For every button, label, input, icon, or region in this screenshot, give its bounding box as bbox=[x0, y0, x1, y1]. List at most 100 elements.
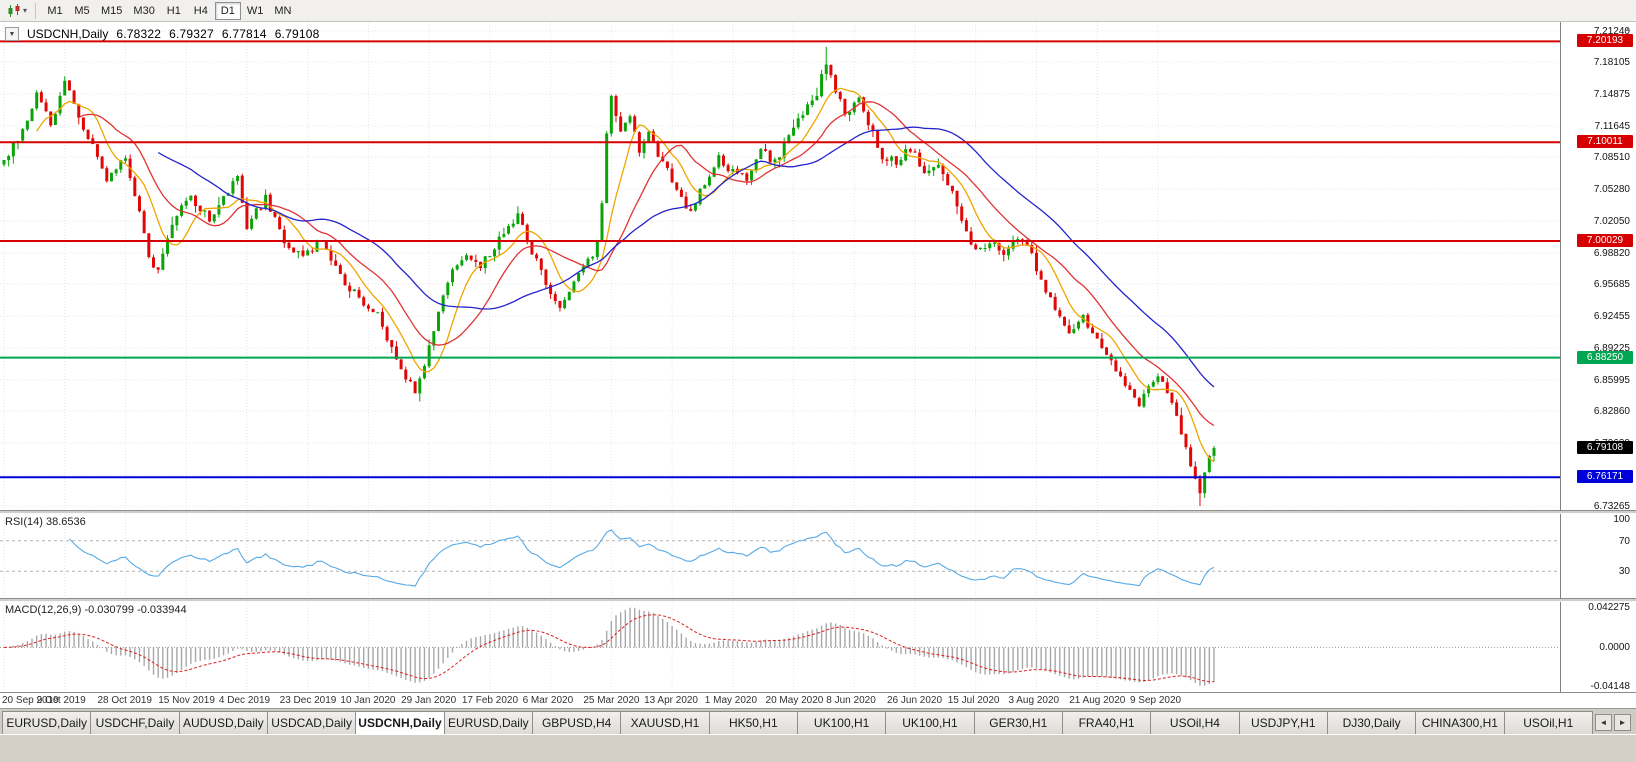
high-price: 6.79327 bbox=[169, 27, 214, 41]
one-click-trading-toggle-icon[interactable]: ▼ bbox=[5, 27, 19, 41]
rsi-axis-label: 30 bbox=[1618, 566, 1630, 578]
timeframe-toolbar: ▾ M1 M5 M15 M30 H1 H4 D1 W1 MN bbox=[0, 0, 1636, 22]
chart-tab-2[interactable]: AUDUSD,Daily bbox=[178, 711, 268, 734]
macd-panel[interactable]: MACD(12,26,9) -0.030799 -0.033944 0.0422… bbox=[0, 602, 1636, 692]
macd-axis-label: 0.042275 bbox=[1588, 602, 1630, 613]
panel-divider[interactable] bbox=[0, 598, 1636, 602]
chart-tab-6[interactable]: GBPUSD,H4 bbox=[531, 711, 622, 734]
chart-tab-0[interactable]: EURUSD,Daily bbox=[2, 711, 92, 734]
tab-scroll-controls: ◄ ► bbox=[1592, 711, 1634, 734]
rsi-canvas[interactable] bbox=[0, 514, 1636, 598]
price-axis-label: 7.08510 bbox=[1593, 152, 1630, 164]
chevron-down-icon: ▾ bbox=[23, 5, 28, 15]
timeframe-button-h1[interactable]: H1 bbox=[166, 4, 181, 17]
chart-tab-13[interactable]: USOil,H4 bbox=[1150, 711, 1240, 734]
chart-tab-5[interactable]: EURUSD,Daily bbox=[443, 711, 533, 734]
price-axis-label: 6.92455 bbox=[1593, 311, 1630, 322]
timeframe-button-m15[interactable]: M15 bbox=[101, 4, 123, 17]
price-chart-panel[interactable]: 7.21240 7.18105 7.14875 7.11645 7.08510 7.052… bbox=[0, 22, 1636, 510]
resistance-mid-price-tag: 7.10011 bbox=[1577, 135, 1633, 149]
chart-tab-1[interactable]: USDCHF,Daily bbox=[90, 711, 180, 734]
price-axis-label: 7.21240 bbox=[1593, 26, 1630, 37]
date-axis-label: 13 Apr 2020 bbox=[644, 695, 698, 706]
macd-axis-label: 0.0000 bbox=[1599, 642, 1630, 654]
rsi-axis-label: 100 bbox=[1613, 514, 1630, 525]
rsi-line bbox=[69, 529, 1215, 587]
macd-signal-line bbox=[3, 614, 1215, 683]
price-axis-label: 7.05280 bbox=[1593, 184, 1630, 196]
scroll-up-icon[interactable]: ▲ bbox=[1624, 24, 1632, 33]
chart-tab-9[interactable]: UK100,H1 bbox=[796, 711, 887, 734]
chart-tab-10[interactable]: UK100,H1 bbox=[885, 711, 975, 734]
chart-tab-bar: EURUSD,Daily USDCHF,Daily AUDUSD,Daily USDC… bbox=[0, 708, 1636, 734]
chart-tab-12[interactable]: FRA40,H1 bbox=[1061, 711, 1152, 734]
chart-tab-16[interactable]: CHINA300,H1 bbox=[1415, 711, 1505, 734]
chart-tab-11[interactable]: GER30,H1 bbox=[973, 711, 1063, 734]
date-axis-label: 20 May 2020 bbox=[765, 695, 824, 706]
ma-fast-line bbox=[36, 87, 1215, 463]
macd-axis[interactable]: 0.042275 0.0000 -0.04148 bbox=[0, 602, 1636, 692]
chart-window: 7.21240 7.18105 7.14875 7.11645 7.08510 7.052… bbox=[0, 22, 1636, 708]
moving-averages-layer bbox=[36, 87, 1215, 463]
chart-tab-14[interactable]: USDJPY,H1 bbox=[1238, 711, 1328, 734]
date-axis-label: 20 Sep 2019 bbox=[2, 695, 59, 706]
chart-tab-7[interactable]: XAUUSD,H1 bbox=[620, 711, 710, 734]
chart-tabs: EURUSD,Daily USDCHF,Daily AUDUSD,Daily USDC… bbox=[2, 711, 1593, 734]
ma-medium-line bbox=[78, 101, 1215, 427]
candlestick-chart-icon bbox=[8, 3, 20, 17]
price-axis-label: 6.98820 bbox=[1593, 247, 1630, 259]
open-price: 6.78322 bbox=[116, 27, 162, 41]
rsi-axis[interactable]: 100 70 30 bbox=[0, 514, 1636, 598]
candles-layer bbox=[2, 46, 1216, 506]
chart-tab-15[interactable]: DJ30,Daily bbox=[1326, 711, 1417, 734]
tabs-scroll-left-button[interactable]: ◄ bbox=[1595, 714, 1612, 731]
price-axis[interactable]: 7.21240 7.18105 7.14875 7.11645 7.08510 7.052… bbox=[0, 22, 1636, 510]
date-axis-label: 8 Jun 2020 bbox=[826, 695, 876, 706]
price-axis-label: 7.02050 bbox=[1593, 216, 1630, 227]
macd-axis-label: -0.04148 bbox=[1590, 681, 1630, 692]
price-axis-label: 7.18105 bbox=[1593, 57, 1630, 69]
price-chart-canvas[interactable] bbox=[0, 22, 1636, 510]
date-axis-label: 25 Mar 2020 bbox=[583, 695, 640, 706]
rsi-axis-label: 70 bbox=[1618, 535, 1630, 547]
tabs-scroll-right-button[interactable]: ► bbox=[1614, 714, 1631, 731]
timeframe-button-h4[interactable]: H4 bbox=[193, 4, 208, 17]
rsi-panel[interactable]: RSI(14) 38.6536 100 70 30 bbox=[0, 514, 1636, 598]
chart-type-button[interactable]: ▾ bbox=[3, 2, 31, 20]
date-axis-label: 6 Mar 2020 bbox=[522, 695, 574, 706]
timeframe-button-w1[interactable]: W1 bbox=[246, 4, 264, 17]
date-axis-label: 3 Aug 2020 bbox=[1008, 695, 1060, 706]
support-green-price-tag: 6.88250 bbox=[1577, 350, 1633, 364]
panel-divider[interactable] bbox=[0, 510, 1636, 514]
close-price: 6.79108 bbox=[274, 27, 320, 41]
low-price: 6.77814 bbox=[221, 27, 267, 41]
price-axis-label: 6.89225 bbox=[1593, 342, 1630, 354]
date-axis-label: 21 Aug 2020 bbox=[1069, 695, 1126, 706]
macd-canvas[interactable] bbox=[0, 602, 1636, 692]
support-blue-price-tag: 6.76171 bbox=[1577, 470, 1633, 484]
price-axis-label: 6.95685 bbox=[1593, 279, 1630, 291]
chart-tab-4[interactable]: USDCNH,Daily bbox=[355, 711, 445, 734]
timeframe-button-m5[interactable]: M5 bbox=[74, 4, 90, 17]
chart-tab-3[interactable]: USDCAD,Daily bbox=[266, 711, 357, 734]
chart-tab-8[interactable]: HK50,H1 bbox=[708, 711, 798, 734]
time-axis[interactable]: 20 Sep 2019 9 Oct 2019 28 Oct 2019 15 Nov 2… bbox=[0, 692, 1636, 708]
timeframe-button-mn[interactable]: MN bbox=[274, 4, 292, 17]
date-axis-label: 15 Jul 2020 bbox=[947, 695, 1000, 706]
date-axis-label: 26 Jun 2020 bbox=[887, 695, 943, 706]
current-price-tag: 6.79108 bbox=[1577, 441, 1633, 455]
date-axis-label: 4 Dec 2019 bbox=[218, 695, 271, 706]
date-axis-label: 29 Jan 2020 bbox=[401, 695, 457, 706]
date-axis-label: 9 Oct 2019 bbox=[36, 695, 86, 706]
toolbar-separator bbox=[35, 2, 37, 19]
price-axis-label: 6.73265 bbox=[1593, 501, 1630, 510]
date-axis-label: 28 Oct 2019 bbox=[97, 695, 152, 706]
symbol-period-label: USDCNH,Daily bbox=[27, 27, 109, 41]
macd-histogram bbox=[7, 607, 1215, 686]
resistance-lower-price-tag: 7.00029 bbox=[1577, 234, 1633, 247]
timeframe-button-m30[interactable]: M30 bbox=[133, 4, 155, 17]
chart-tab-17[interactable]: USOil,H1 bbox=[1503, 711, 1593, 734]
timeframe-button-m1[interactable]: M1 bbox=[47, 4, 63, 17]
symbol-overlay: ▼ USDCNH,Daily 6.78322 6.79327 6.77814 6… bbox=[5, 27, 319, 41]
timeframe-button-d1[interactable]: D1 bbox=[214, 1, 241, 20]
